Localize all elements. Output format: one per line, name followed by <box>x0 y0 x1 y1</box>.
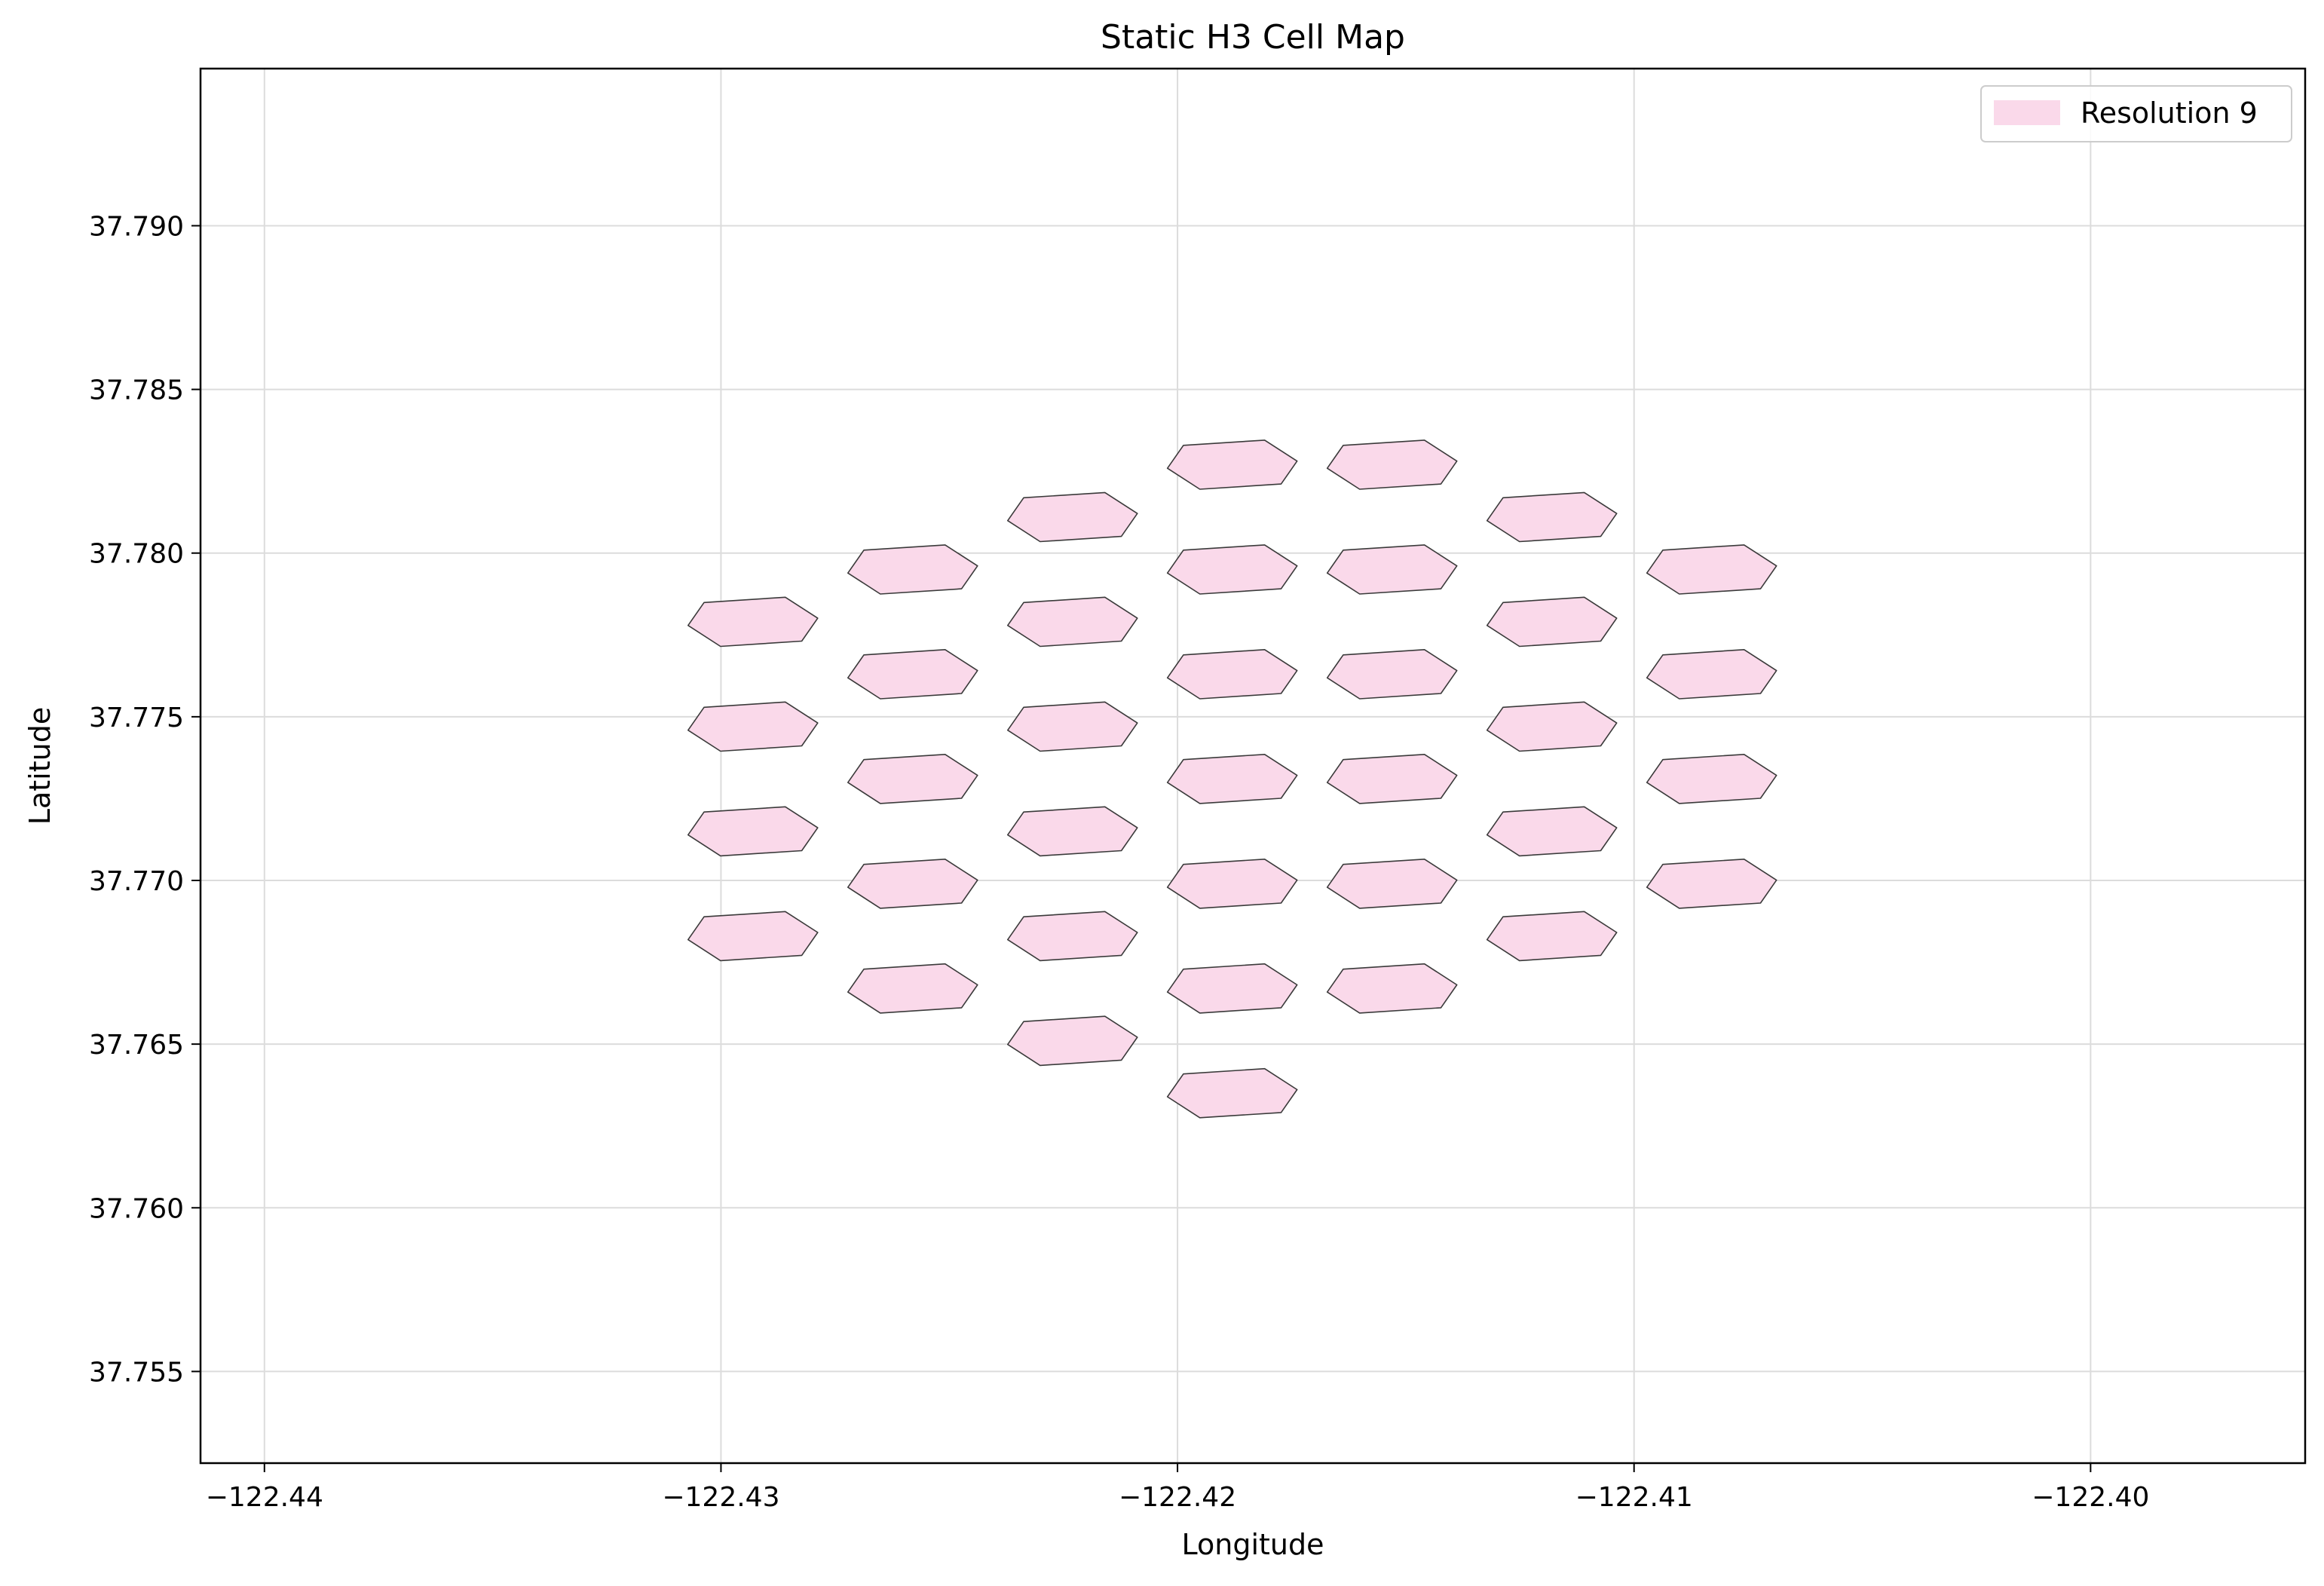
h3-cell-28 <box>1166 648 1298 700</box>
h3-cell-29 <box>1007 596 1138 648</box>
h3-cell-33 <box>1166 544 1298 595</box>
x-tick-label: −122.40 <box>2032 1482 2149 1513</box>
h3-cell-25 <box>1486 596 1618 648</box>
y-tick-label: 37.785 <box>89 375 184 406</box>
h3-cell-5 <box>687 911 819 962</box>
h3-cell-10 <box>847 859 978 909</box>
h3-cell-13 <box>1646 753 1777 804</box>
y-axis-ticks: 37.755 37.760 37.765 37.770 37.775 37.780 37.7… <box>89 211 201 1388</box>
h3-cell-32 <box>1486 491 1618 543</box>
h3-cell-16 <box>1326 753 1458 804</box>
legend: Resolution 9 <box>1980 85 2292 142</box>
h3-cell-34 <box>1007 491 1138 543</box>
x-axis-ticks: −122.44 −122.43 −122.42 −122.41 −122.40 <box>206 1463 2149 1513</box>
y-tick-label: 37.780 <box>89 539 184 570</box>
h3-cell-4 <box>1486 911 1618 962</box>
h3-cell-15 <box>1007 806 1138 857</box>
h3-cell-9 <box>1326 859 1458 909</box>
plot-frame <box>199 67 2307 1465</box>
h3-cell-20 <box>1646 648 1777 700</box>
h3-cell-7 <box>1166 963 1298 1014</box>
h3-cell-36 <box>1166 439 1298 490</box>
h3-cell-31 <box>847 544 978 595</box>
chart-title: Static H3 Cell Map <box>1101 18 1405 57</box>
y-tick-label: 37.790 <box>89 211 184 242</box>
h3-cell-8 <box>1007 911 1138 962</box>
h3-cell-12 <box>687 806 819 857</box>
h3-cells <box>687 439 1777 1119</box>
h3-cell-14 <box>1166 859 1298 909</box>
h3-cell-6 <box>1646 859 1777 909</box>
x-tick-label: −122.41 <box>1575 1482 1693 1513</box>
legend-label-resolution-9: Resolution 9 <box>2081 96 2258 130</box>
x-tick-label: −122.44 <box>206 1482 323 1513</box>
h3-cell-11 <box>1486 806 1618 857</box>
y-tick-label: 37.765 <box>89 1030 184 1061</box>
h3-cell-19 <box>687 701 819 752</box>
y-tick-label: 37.775 <box>89 703 184 733</box>
h3-cell-17 <box>847 753 978 804</box>
x-tick-label: −122.43 <box>662 1482 779 1513</box>
legend-box <box>1980 85 2292 142</box>
h3-cell-1 <box>1007 1015 1138 1067</box>
h3-cell-24 <box>847 648 978 700</box>
y-tick-label: 37.755 <box>89 1357 184 1388</box>
h3-cell-21 <box>1166 753 1298 804</box>
y-tick-label: 37.770 <box>89 866 184 897</box>
y-tick-label: 37.760 <box>89 1193 184 1224</box>
y-axis-label: Latitude <box>23 707 57 825</box>
legend-swatch <box>1994 100 2060 125</box>
h3-cell-22 <box>1007 701 1138 752</box>
h3-cell-18 <box>1486 701 1618 752</box>
h3-cell-27 <box>1646 544 1777 595</box>
h3-cell-30 <box>1326 544 1458 595</box>
x-axis-label: Longitude <box>1182 1528 1324 1561</box>
h3-cell-23 <box>1326 648 1458 700</box>
x-tick-label: −122.42 <box>1119 1482 1236 1513</box>
h3-cell-26 <box>687 596 819 648</box>
h3-cell-3 <box>847 963 978 1014</box>
h3-cell-2 <box>1326 963 1458 1014</box>
h3-cell-0 <box>1166 1067 1298 1119</box>
h3-cell-35 <box>1326 439 1458 490</box>
